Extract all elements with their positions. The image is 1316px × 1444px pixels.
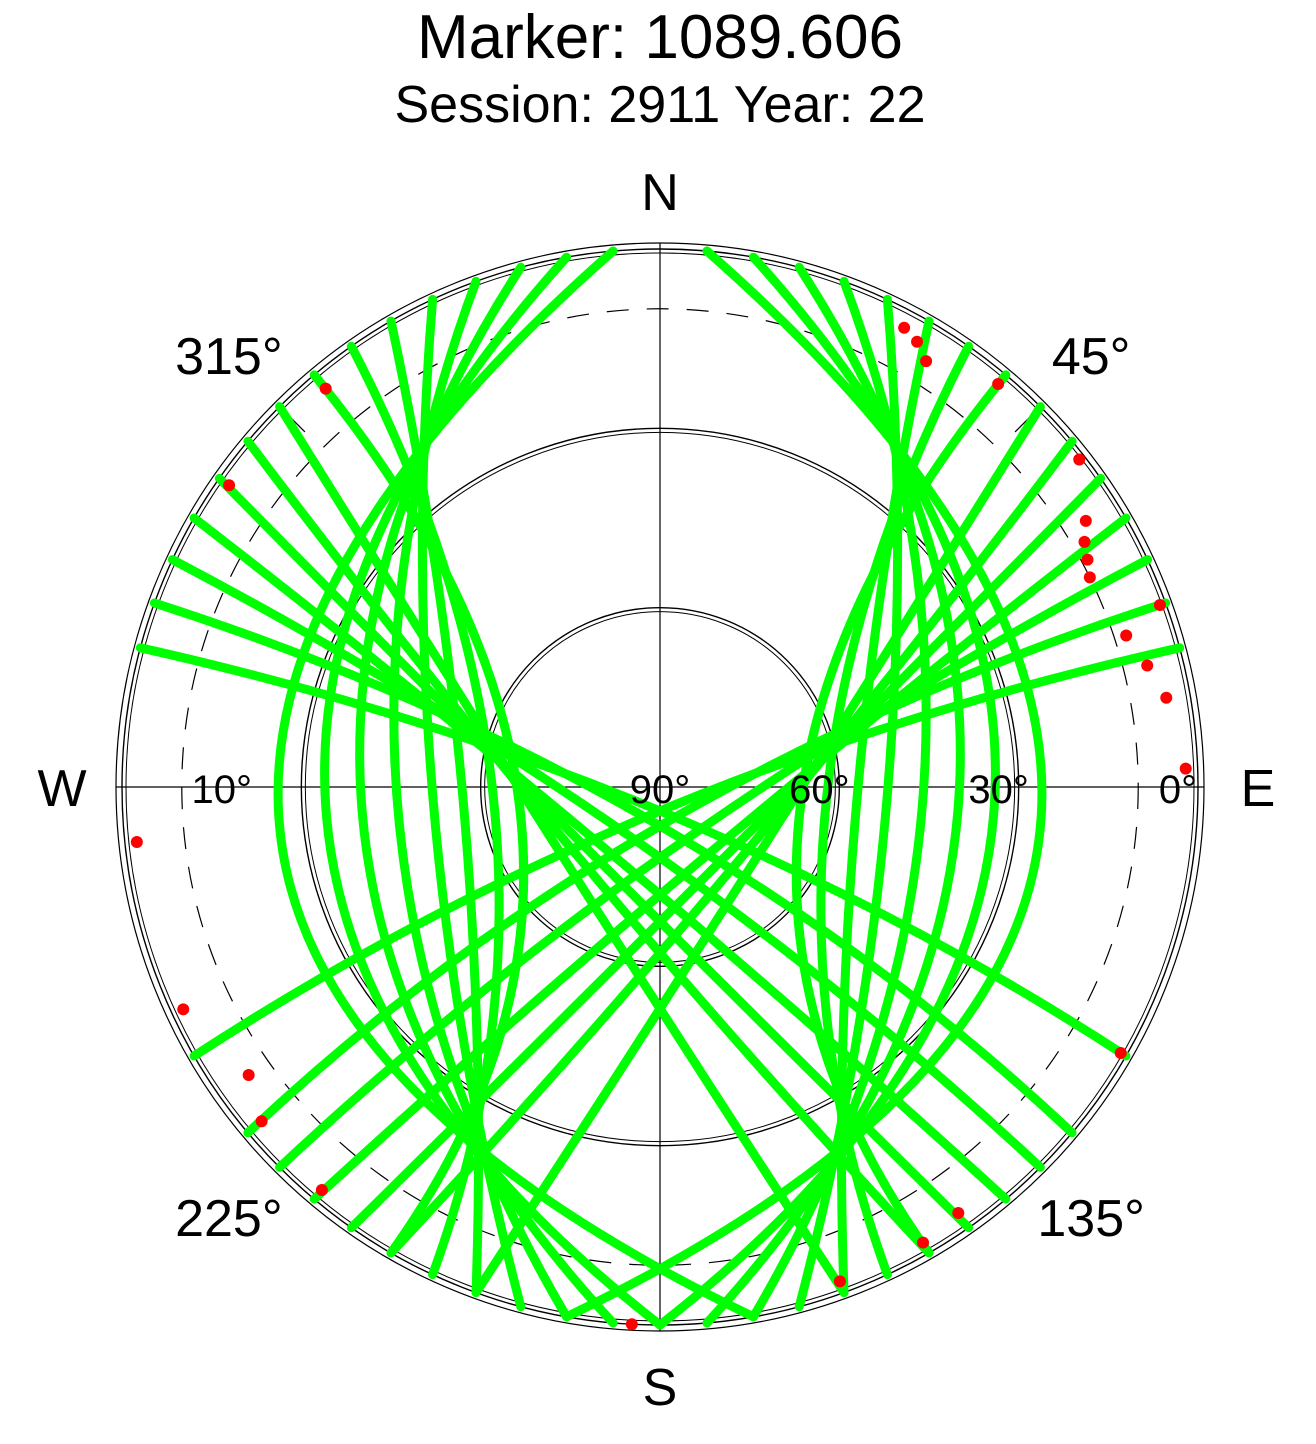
flagged-point-9 (1153, 599, 1166, 612)
flagged-point-13 (177, 1003, 190, 1016)
elevation-label-0: 0° (1159, 768, 1197, 812)
chart-title: Marker: 1089.606 (417, 3, 903, 72)
flagged-point-20 (952, 1207, 965, 1220)
azimuth-label-45: 45° (1052, 328, 1131, 386)
flagged-point-14 (242, 1069, 255, 1082)
elevation-label-10: 10° (192, 768, 253, 812)
flagged-point-10 (223, 479, 236, 492)
satellite-track-22 (309, 370, 529, 1258)
satellite-track-4 (794, 294, 903, 1312)
satellite-track-28 (149, 598, 1077, 1138)
satellite-track-21 (346, 341, 504, 1280)
elevation-label-30: 30° (968, 768, 1029, 812)
satellite-track-23 (275, 402, 849, 1298)
satellite-track-9 (386, 436, 1077, 1258)
azimuth-label-225: 225° (175, 1190, 283, 1248)
flagged-point-11 (319, 382, 332, 395)
flagged-point-4 (1073, 453, 1086, 466)
flagged-point-16 (315, 1183, 328, 1196)
flagged-point-3 (992, 378, 1005, 391)
satellite-track-20 (386, 316, 484, 1298)
flagged-point-8 (1083, 571, 1096, 584)
satellite-track-25 (214, 473, 974, 1233)
satellite-tracks (135, 246, 1185, 1330)
satellite-track-29 (135, 643, 1131, 1061)
satellite-track-5 (836, 316, 934, 1298)
flagged-point-1 (911, 335, 924, 348)
axis-labels: N S E W 315° 45° 225° 135° 10° 90° 60° 30° 0° (37, 164, 1275, 1417)
flagged-point-18 (833, 1275, 846, 1288)
compass-north-label: N (641, 164, 679, 222)
satellite-track-7 (791, 370, 1011, 1258)
compass-west-label: W (37, 760, 86, 818)
compass-east-label: E (1241, 760, 1276, 818)
chart-subtitle: Session: 2911 Year: 22 (394, 76, 925, 134)
elevation-label-60: 60° (789, 768, 850, 812)
flagged-point-0 (898, 321, 911, 334)
flagged-point-15 (255, 1115, 268, 1128)
azimuth-label-315: 315° (175, 328, 283, 386)
satellite-track-19 (417, 294, 526, 1312)
flagged-point-6 (1078, 535, 1091, 548)
satellite-track-26 (189, 513, 1011, 1204)
flagged-point-17 (625, 1318, 638, 1331)
flagged-point-21 (1114, 1047, 1127, 1060)
flagged-point-19 (917, 1236, 930, 1249)
satellite-track-27 (167, 555, 1045, 1172)
flagged-point-23 (1160, 691, 1173, 704)
flagged-point-24 (1141, 659, 1154, 672)
flagged-point-22 (1179, 762, 1192, 775)
satellite-track-6 (816, 341, 974, 1280)
satellite-track-8 (471, 402, 1045, 1298)
flagged-point-12 (130, 835, 143, 848)
elevation-label-90: 90° (630, 768, 691, 812)
flagged-point-5 (1079, 514, 1092, 527)
compass-south-label: S (643, 1359, 678, 1417)
flagged-point-25 (1120, 629, 1133, 642)
flagged-point-2 (920, 355, 933, 368)
satellite-track-24 (243, 436, 934, 1258)
flagged-point-7 (1081, 553, 1094, 566)
azimuth-label-135: 135° (1037, 1190, 1145, 1248)
flagged-observations (130, 321, 1192, 1331)
